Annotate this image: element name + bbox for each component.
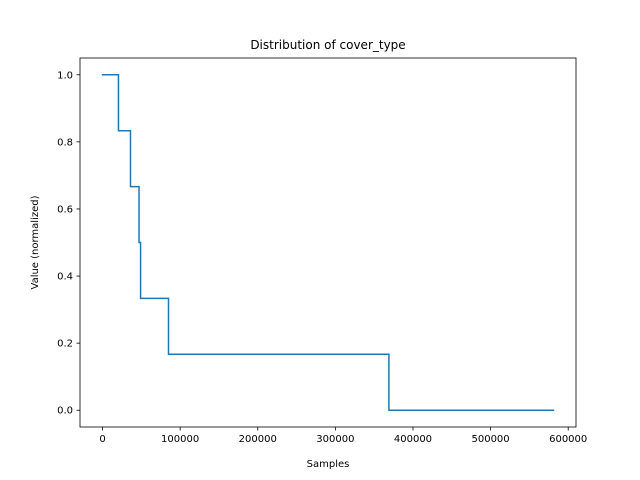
axes-frame xyxy=(79,57,577,428)
x-tick-label: 300000 xyxy=(316,434,354,445)
series-line xyxy=(101,74,555,411)
y-axis: 0.0 0.2 0.4 0.6 0.8 1.0 xyxy=(57,70,80,417)
x-tick-label: 600000 xyxy=(549,434,587,445)
chart-title: Distribution of cover_type xyxy=(250,38,405,52)
y-tick-label: 0.4 xyxy=(57,272,73,283)
y-tick-label: 0.2 xyxy=(57,339,73,350)
x-tick-label: 500000 xyxy=(471,434,509,445)
y-axis-label: Value (normalized) xyxy=(30,195,41,289)
y-tick-label: 0.0 xyxy=(57,406,73,417)
x-axis-label: Samples xyxy=(307,459,350,470)
y-tick-label: 0.6 xyxy=(57,204,73,215)
x-tick-label: 400000 xyxy=(394,434,432,445)
x-axis: 0 100000 200000 300000 400000 500000 600000 xyxy=(99,427,587,445)
x-tick-label: 0 xyxy=(99,434,105,445)
x-tick-label: 200000 xyxy=(239,434,277,445)
x-tick-label: 100000 xyxy=(161,434,199,445)
y-tick-label: 1.0 xyxy=(57,70,73,81)
plot-area xyxy=(101,74,555,411)
y-tick-label: 0.8 xyxy=(57,137,73,148)
